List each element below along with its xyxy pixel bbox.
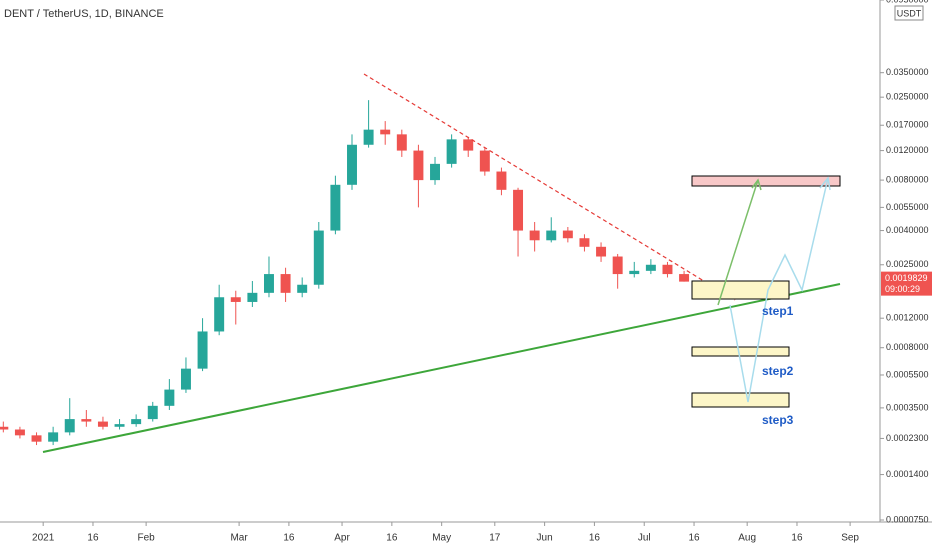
- x-tick-label: 2021: [32, 533, 55, 544]
- candle-body: [214, 297, 225, 332]
- candle-body: [180, 368, 191, 390]
- candle-body: [413, 150, 424, 181]
- candle-body: [596, 246, 607, 257]
- x-tick-label: 16: [87, 533, 99, 544]
- step2-box: [691, 346, 790, 357]
- countdown: 09:00:29: [885, 284, 920, 294]
- candle-body: [380, 129, 391, 135]
- candle-body: [31, 435, 42, 442]
- candle-body: [629, 270, 640, 275]
- x-tick-label: May: [432, 533, 451, 544]
- candle-body: [496, 171, 507, 190]
- x-tick-label: 16: [283, 533, 295, 544]
- y-tick-label: 0.0025000: [886, 259, 929, 269]
- candle-body: [330, 184, 341, 231]
- bull-path: [717, 179, 759, 306]
- y-tick-label: 0.0012000: [886, 313, 929, 323]
- candle-body: [313, 230, 324, 285]
- y-tick-label: 0.0350000: [886, 67, 929, 77]
- candle-body: [131, 419, 142, 425]
- y-tick-label: 0.0005500: [886, 369, 929, 379]
- x-tick-label: Sep: [841, 533, 859, 544]
- candle-body: [662, 264, 673, 275]
- y-tick-label: 0.0040000: [886, 225, 929, 235]
- drawings: step1 step2 step3: [42, 73, 841, 453]
- candle-body: [679, 274, 690, 282]
- candle-body: [513, 189, 524, 231]
- step-label: step1: [762, 304, 794, 318]
- y-tick-label: 0.0008000: [886, 342, 929, 352]
- candle-body: [81, 419, 92, 422]
- candle-body: [347, 144, 357, 185]
- candle-body: [197, 331, 208, 369]
- scenario-path: [729, 177, 829, 403]
- y-tick-label: 0.0000750: [886, 514, 929, 524]
- candle-body: [48, 432, 59, 442]
- candle-body: [0, 426, 9, 430]
- currency: USDT: [897, 8, 922, 18]
- x-tick-label: 16: [688, 533, 700, 544]
- candle-body: [64, 419, 75, 433]
- x-tick-label: Jun: [537, 533, 553, 544]
- resistance-line: [363, 73, 736, 301]
- candle-body: [14, 429, 25, 436]
- last-price: 0.0019829: [885, 273, 928, 283]
- y-tick-label: 0.0002300: [886, 433, 929, 443]
- candle-body: [562, 230, 573, 239]
- y-tick-label: 0.0001400: [886, 469, 929, 479]
- y-tick-label: 0.0003500: [886, 402, 929, 412]
- x-tick-label: Mar: [230, 533, 248, 544]
- candle-body: [363, 129, 374, 145]
- x-tick-label: Jul: [638, 533, 651, 544]
- x-tick-label: 17: [489, 533, 501, 544]
- x-tick-label: Apr: [334, 533, 350, 544]
- step3-box: [691, 392, 790, 408]
- candle-body: [579, 238, 590, 247]
- y-tick-label: 0.0250000: [886, 92, 929, 102]
- candle-body: [297, 284, 308, 293]
- candle-body: [396, 134, 407, 151]
- step1-box: [691, 280, 790, 300]
- x-tick-label: 16: [589, 533, 601, 544]
- chart-title: DENT / TetherUS, 1D, BINANCE: [4, 8, 164, 20]
- candle-body: [612, 256, 623, 275]
- candle-body: [645, 264, 656, 271]
- x-tick-label: 16: [791, 533, 803, 544]
- candle-body: [280, 274, 291, 293]
- scenario-arrow: [819, 176, 831, 191]
- candle-body: [546, 230, 557, 241]
- candle-body: [247, 292, 258, 302]
- candle-body: [463, 139, 474, 151]
- candle-body: [97, 421, 108, 427]
- candle-body: [264, 274, 274, 293]
- y-tick-label: 0.0120000: [886, 145, 929, 155]
- x-tick-label: Aug: [738, 533, 756, 544]
- support-line: [42, 283, 841, 453]
- candle-body: [446, 139, 457, 164]
- y-tick-label: 0.0170000: [886, 120, 929, 130]
- candle-body: [529, 230, 540, 241]
- bull-arrow: [751, 178, 762, 191]
- candle-body: [430, 163, 440, 181]
- x-tick-label: Feb: [137, 533, 155, 544]
- target-box: [691, 175, 841, 187]
- y-tick-label: 0.0950000: [886, 0, 929, 4]
- candle-body: [479, 150, 490, 172]
- y-tick-label: 0.0080000: [886, 174, 929, 184]
- candle-body: [230, 297, 241, 302]
- candle-body: [114, 424, 125, 427]
- candle-body: [147, 405, 158, 420]
- currency-badge[interactable]: [894, 5, 924, 21]
- step-label: step3: [762, 413, 794, 427]
- candle-body: [164, 389, 175, 406]
- last-price-badge: [881, 271, 932, 296]
- y-tick-label: 0.0055000: [886, 202, 929, 212]
- x-tick-label: 16: [386, 533, 398, 544]
- step-label: step2: [762, 364, 794, 378]
